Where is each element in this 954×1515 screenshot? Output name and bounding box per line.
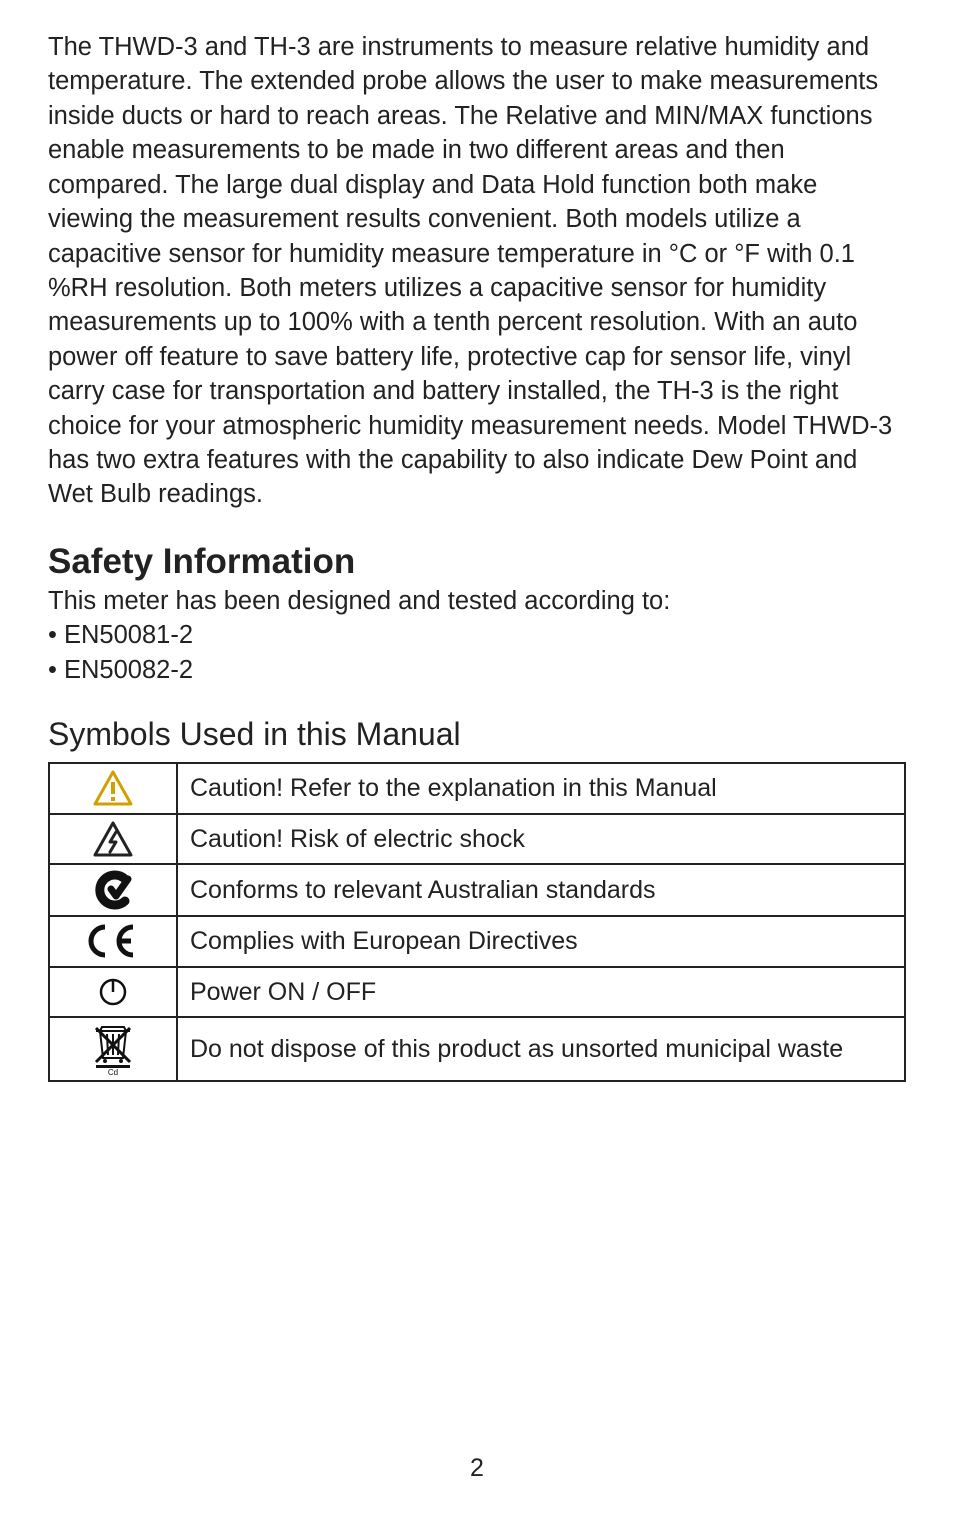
weee-icon: Cd	[49, 1017, 177, 1081]
symbols-row-text: Caution! Risk of electric shock	[177, 814, 905, 865]
symbols-row: Cd Do not dispose of this product as uns…	[49, 1017, 905, 1081]
page-number: 2	[0, 1454, 954, 1483]
power-icon	[49, 967, 177, 1018]
symbols-row: Caution! Refer to the explanation in thi…	[49, 763, 905, 814]
symbols-row: Power ON / OFF	[49, 967, 905, 1018]
symbols-row-text: Caution! Refer to the explanation in thi…	[177, 763, 905, 814]
intro-paragraph: The THWD-3 and TH-3 are instruments to m…	[48, 30, 906, 512]
symbols-table: Caution! Refer to the explanation in thi…	[48, 762, 906, 1082]
warning-exclaim-icon	[49, 763, 177, 814]
symbols-row: Complies with European Directives	[49, 916, 905, 967]
warning-shock-icon	[49, 814, 177, 865]
symbols-row-text: Complies with European Directives	[177, 916, 905, 967]
symbols-row-text: Power ON / OFF	[177, 967, 905, 1018]
c-tick-icon	[49, 864, 177, 916]
page: The THWD-3 and TH-3 are instruments to m…	[0, 0, 954, 1515]
ce-mark-icon	[49, 916, 177, 967]
safety-bullet-2: • EN50082-2	[48, 653, 906, 687]
symbols-row-text: Do not dispose of this product as unsort…	[177, 1017, 905, 1081]
symbols-row-text: Conforms to relevant Australian standard…	[177, 864, 905, 916]
safety-bullet-1: • EN50081-2	[48, 618, 906, 652]
safety-subtext: This meter has been designed and tested …	[48, 584, 906, 618]
safety-heading: Safety Information	[48, 540, 906, 584]
symbols-row: Caution! Risk of electric shock	[49, 814, 905, 865]
weee-sub-label: Cd	[108, 1068, 118, 1076]
symbols-heading: Symbols Used in this Manual	[48, 713, 906, 756]
symbols-row: Conforms to relevant Australian standard…	[49, 864, 905, 916]
safety-bullets: • EN50081-2 • EN50082-2	[48, 618, 906, 687]
